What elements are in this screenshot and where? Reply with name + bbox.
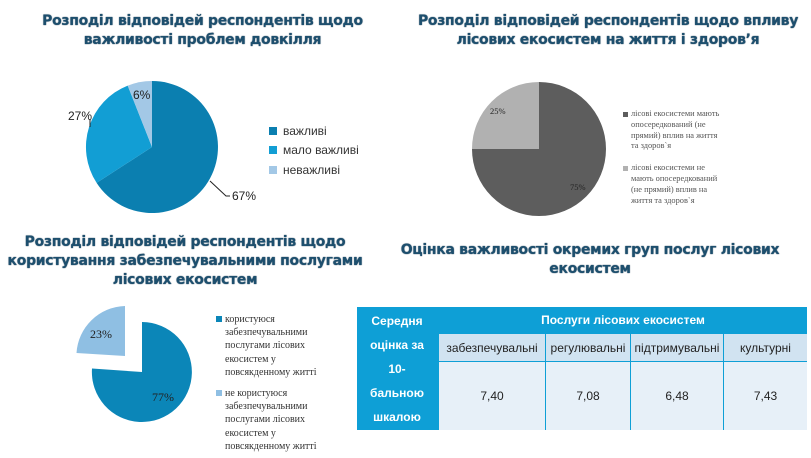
label-25: 25%: [490, 106, 506, 116]
legend-swatch: [269, 146, 277, 155]
label-67: 67%: [232, 189, 256, 203]
legend-label: не користуюся забезпечувальними послугам…: [225, 388, 317, 452]
legend-item: користуюся забезпечувальними послугами л…: [216, 313, 326, 379]
label-23: 23%: [90, 327, 112, 341]
slice-no-influence: [472, 82, 539, 149]
chart3-title: Розподіл відповідей респондентів щодо ко…: [7, 234, 363, 288]
slice-slightly-important: [85, 85, 152, 183]
legend-label: користуюся забезпечувальними послугами л…: [225, 314, 317, 378]
label-6: 6%: [133, 88, 151, 102]
table-cell: 7,40: [439, 362, 545, 430]
slice-not-use: [76, 306, 125, 356]
legend-swatch: [216, 316, 222, 322]
chart2-legend: лісові екосистеми мають опосередкований …: [623, 109, 723, 217]
legend-label: лісові екосистеми мають опосередкований …: [631, 109, 720, 151]
table-cell: 7,43: [724, 362, 807, 430]
label-27: 27%: [68, 109, 92, 123]
legend-swatch: [623, 166, 628, 172]
label-75: 75%: [570, 182, 586, 192]
chart3-legend: користуюся забезпечувальними послугами л…: [216, 313, 326, 458]
chart1-legend: важливі мало важливі неважливі: [269, 121, 359, 180]
legend-item: мало важливі: [269, 141, 359, 161]
legend-item: не користуюся забезпечувальними послугам…: [216, 387, 326, 453]
legend-label: лісові екосистеми не мають опосередкован…: [631, 163, 718, 205]
legend-item: лісові екосистеми мають опосередкований …: [623, 109, 723, 152]
legend-swatch: [623, 112, 628, 117]
row-header: Середня оцінка за 10-бальною шкалою: [370, 313, 424, 424]
chart1-title: Розподіл відповідей респондентів щодо ва…: [42, 13, 363, 48]
services-rating-table: Середня оцінка за 10-бальною шкалою Посл…: [357, 307, 807, 430]
leader-line-67: [209, 180, 230, 197]
slice-unimportant: [127, 80, 152, 147]
legend-swatch: [269, 165, 277, 174]
legend-swatch: [216, 390, 222, 397]
legend-label: важливі: [283, 123, 327, 138]
table-cell: 6,48: [631, 362, 723, 430]
table-cell: 7,08: [546, 362, 630, 430]
label-77: 77%: [152, 390, 174, 404]
column-header: регулювальні: [546, 334, 630, 361]
legend-label: неважливі: [283, 162, 340, 177]
column-header: підтримувальні: [631, 334, 723, 361]
table-title: Оцінка важливості окремих груп послуг лі…: [400, 242, 780, 277]
legend-item: важливі: [269, 121, 359, 141]
legend-item: неважливі: [269, 160, 359, 180]
slice-important: [96, 81, 218, 213]
column-header: культурні: [724, 334, 807, 361]
legend-swatch: [269, 126, 277, 135]
legend-label: мало важливі: [283, 143, 359, 158]
chart2-title: Розподіл відповідей респондентів щодо вп…: [417, 13, 799, 48]
column-header: забезпечувальні: [439, 334, 545, 361]
slice-use: [91, 322, 192, 422]
group-header: Послуги лісових екосистем: [541, 313, 705, 327]
legend-item: лісові екосистеми не мають опосередкован…: [623, 163, 723, 206]
